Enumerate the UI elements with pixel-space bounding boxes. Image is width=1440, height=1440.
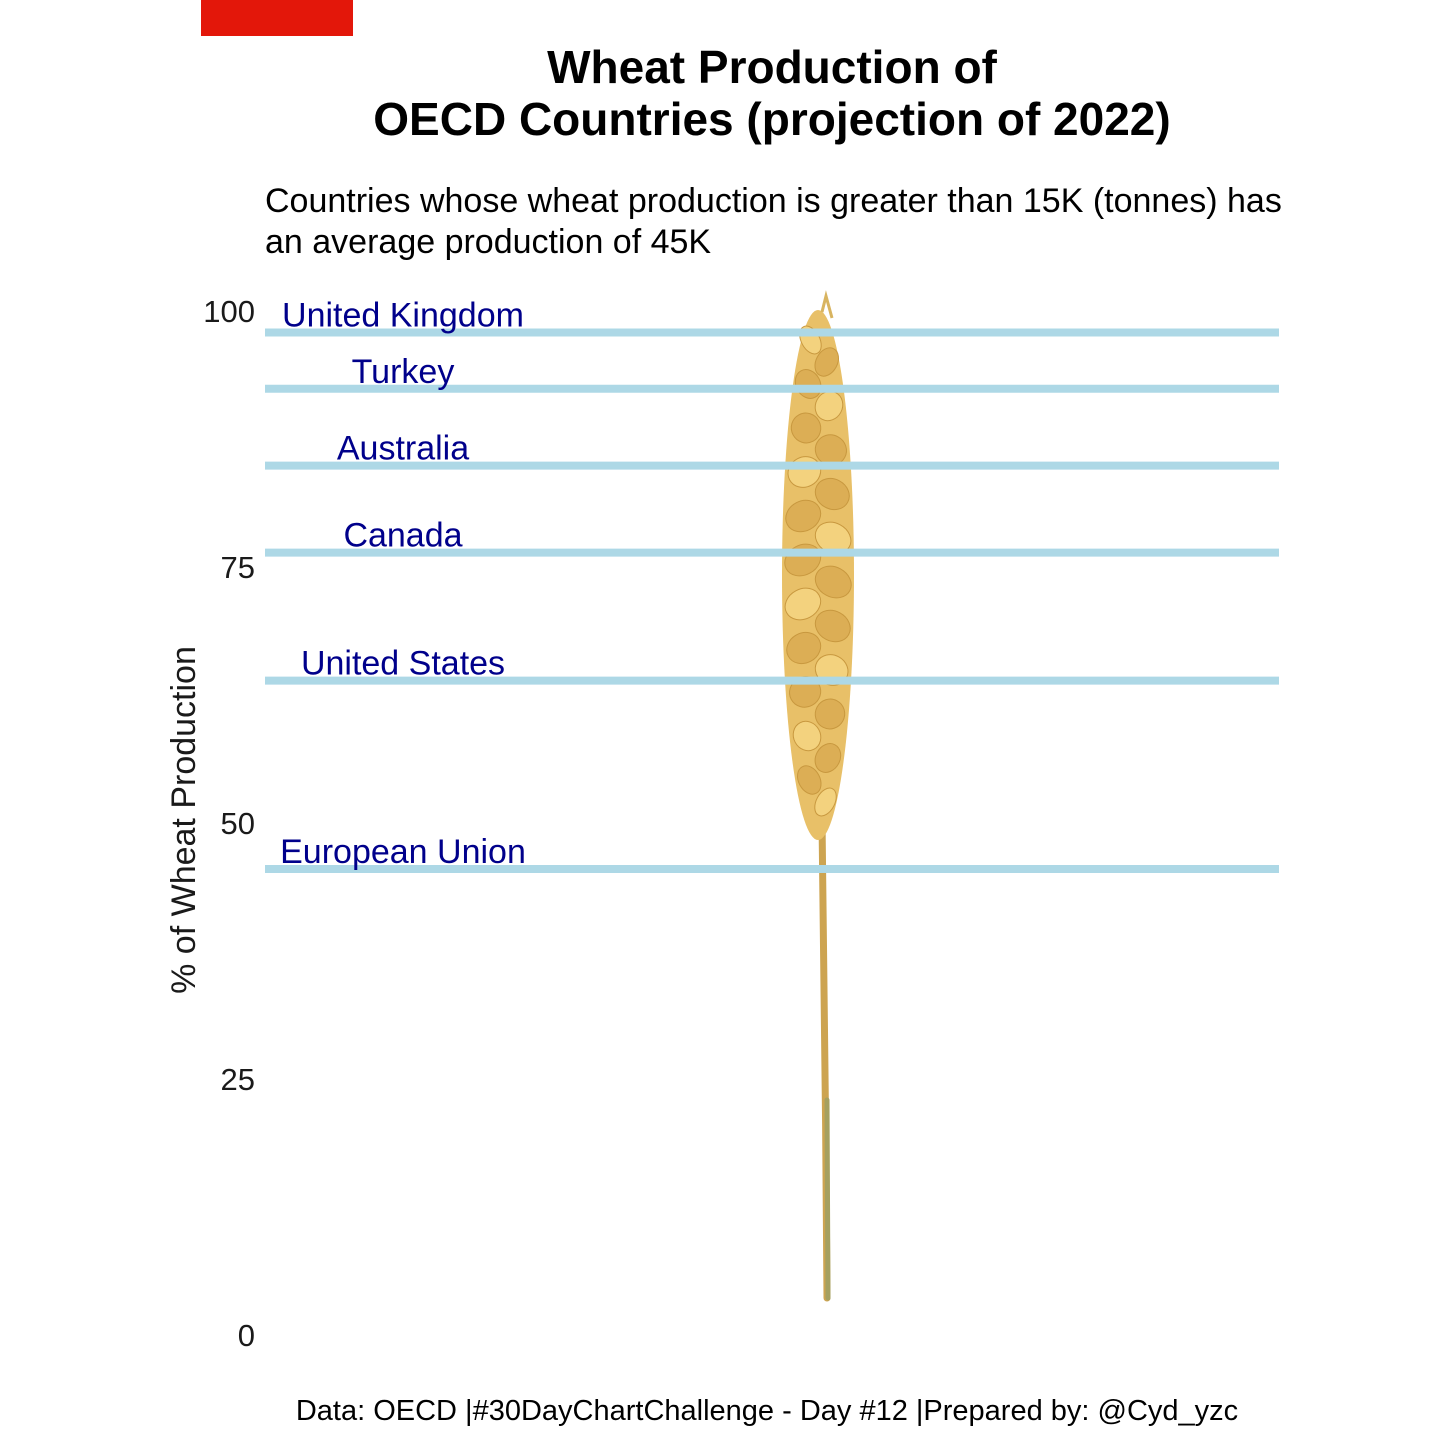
wheat-grain	[814, 565, 852, 599]
wheat-grain	[797, 765, 822, 795]
chart-subtitle-line1: Countries whose wheat production is grea…	[265, 182, 1282, 220]
y-tick-label: 100	[203, 294, 255, 329]
wheat-grain	[790, 412, 822, 444]
series-label: Canada	[343, 517, 462, 555]
chart-title-line1: Wheat Production of	[547, 41, 997, 93]
wheat-grain	[814, 698, 846, 730]
wheat-grain	[785, 499, 822, 533]
y-axis-ticks: 0 25 50 75 100	[203, 294, 255, 1353]
wheat-grain	[814, 743, 842, 773]
series-label: Turkey	[352, 353, 455, 391]
y-tick-label: 25	[221, 1062, 255, 1097]
chart-subtitle-line2: an average production of 45K	[265, 223, 712, 261]
wheat-grain	[814, 347, 839, 377]
wheat-grain	[784, 587, 822, 621]
y-tick-label: 0	[238, 1318, 255, 1353]
wheat-grain	[792, 720, 822, 752]
wheat-stem-base	[824, 1097, 831, 1301]
wheat-grain	[814, 609, 851, 643]
wheat-stalk-image	[782, 290, 854, 1302]
wheat-grain	[814, 787, 837, 817]
series-label: United States	[301, 645, 505, 683]
wheat-awn	[820, 290, 834, 319]
y-tick-label: 50	[221, 806, 255, 841]
series-label: United Kingdom	[282, 296, 524, 334]
y-axis-label: % of Wheat Production	[165, 646, 203, 994]
wheat-grain	[814, 477, 850, 511]
series-group: United Kingdom Turkey Australia Canada Unite…	[265, 296, 1279, 874]
y-tick-label: 75	[221, 550, 255, 585]
chart-title-line2: OECD Countries (projection of 2022)	[373, 93, 1171, 145]
series-label: Australia	[337, 430, 469, 468]
series-label: European Union	[280, 833, 526, 871]
accent-bar	[201, 0, 353, 36]
wheat-grain	[786, 631, 822, 665]
chart-caption: Data: OECD |#30DayChartChallenge - Day #…	[295, 1395, 1239, 1427]
